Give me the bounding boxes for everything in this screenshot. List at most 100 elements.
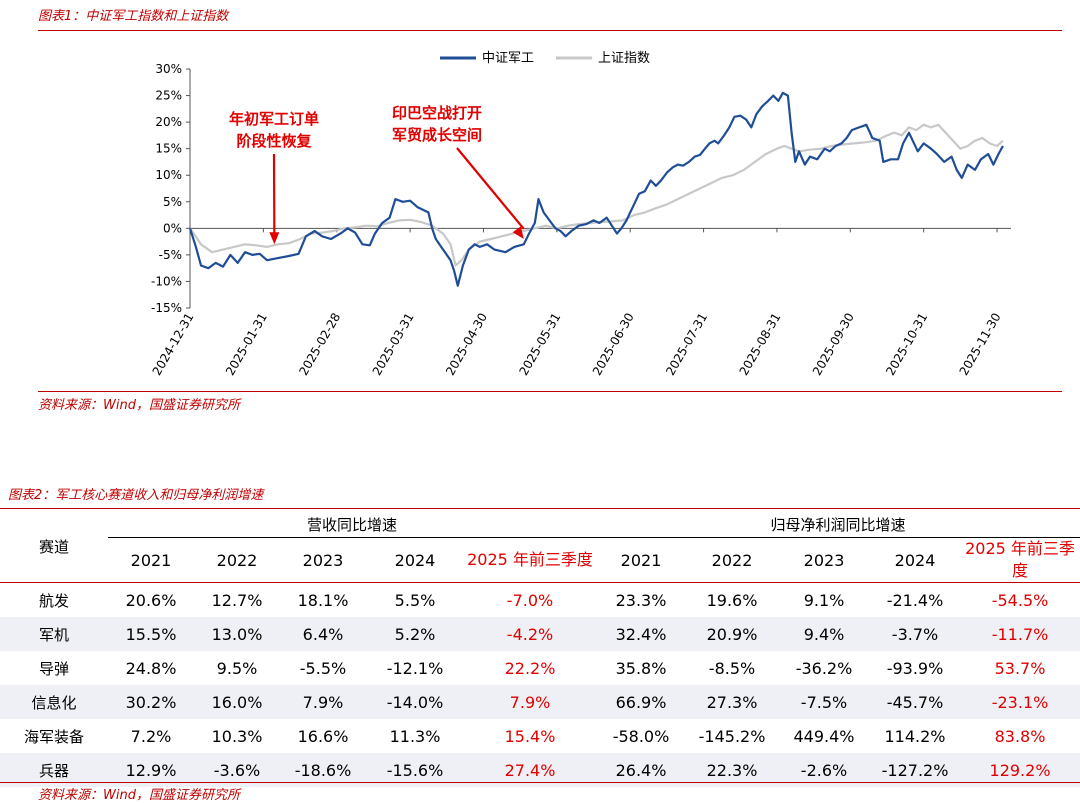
x-tick-label: 2025-08-31 (737, 311, 784, 378)
profit-cell: -8.5% (708, 658, 756, 678)
revenue-cell: -7.0% (506, 590, 554, 610)
group-header-revenue: 营收同比增速 (108, 511, 597, 538)
revenue-cell: 20.6% (125, 590, 177, 610)
table-row: 海军装备 7.2% 10.3% 16.6% 11.3% 15.4% -58.0% -145.2… (0, 719, 1080, 753)
track-name: 军机 (0, 617, 108, 651)
profit-cell: 9.1% (803, 590, 845, 610)
revenue-cell: 24.8% (125, 658, 177, 678)
table-row: 导弹 24.8% 9.5% -5.5% -12.1% 22.2% 35.8% -8.5% -36… (0, 651, 1080, 685)
revenue-cell: 27.4% (464, 753, 597, 787)
revenue-cell: 16.0% (194, 685, 280, 719)
annotation-arrow-shaft (456, 147, 525, 230)
profit-cell: 19.6% (706, 590, 758, 610)
figure1-source: 资料来源：Wind，国盛证券研究所 (38, 398, 240, 413)
year-header: 2021 (108, 537, 194, 583)
x-tick-label: 2025-01-31 (223, 311, 270, 378)
line-chart: -15% -10% -5% 0% 5% 10% 15% 20% 25% 30% 2024-12-3… (150, 51, 1011, 378)
revenue-cell: -18.6% (280, 753, 366, 787)
figure2-source: 资料来源：Wind，国盛证券研究所 (38, 788, 240, 803)
figure2-top-rule (0, 508, 1080, 509)
annotation-arrow-head (512, 226, 524, 239)
revenue-cell: -12.1% (386, 658, 444, 678)
y-tick-label: 5% (163, 195, 182, 209)
revenue-cell: 6.4% (280, 617, 366, 651)
table-row: 航发 20.6% 12.7% 18.1% 5.5% -7.0% 23.3% 19.6% 9.1%… (0, 583, 1080, 618)
x-tick-label: 2025-06-30 (590, 311, 637, 378)
profit-cell: 83.8% (994, 726, 1046, 746)
profit-cell: -21.4% (886, 590, 944, 610)
profit-cell: 129.2% (960, 753, 1080, 787)
revenue-cell: 16.6% (297, 726, 349, 746)
revenue-cell: -15.6% (366, 753, 464, 787)
annotation-text: 印巴空战打开 (392, 104, 482, 122)
year-header: 2023 (778, 537, 871, 583)
x-tick-label: 2025-11-30 (957, 310, 1004, 377)
table-header-years: 2021 2022 2023 2024 2025 年前三季度 2021 2022… (0, 537, 1080, 583)
revenue-cell: 30.2% (108, 685, 194, 719)
revenue-cell: 15.5% (108, 617, 194, 651)
y-tick-label: 25% (155, 89, 182, 103)
revenue-cell: 13.0% (194, 617, 280, 651)
profit-cell: -2.6% (778, 753, 871, 787)
profit-cell: -7.5% (778, 685, 871, 719)
annotation-text: 阶段性恢复 (236, 132, 312, 150)
revenue-cell: 18.1% (297, 590, 349, 610)
profit-cell: -127.2% (870, 753, 961, 787)
figure1-bottom-rule (38, 391, 1062, 392)
column-header-track: 赛道 (0, 511, 108, 583)
profit-cell: -58.0% (612, 726, 670, 746)
annotation-text: 军贸成长空间 (392, 126, 482, 144)
track-name: 兵器 (0, 753, 108, 787)
table-row: 兵器 12.9% -3.6% -18.6% -15.6% 27.4% 26.4% 22.3% -… (0, 753, 1080, 787)
profit-cell: 53.7% (994, 658, 1046, 678)
chart-axes (186, 68, 1011, 309)
revenue-cell: 15.4% (504, 726, 556, 746)
profit-cell: 26.4% (596, 753, 687, 787)
profit-cell: -145.2% (698, 726, 766, 746)
profit-cell: 66.9% (596, 685, 687, 719)
revenue-cell: 5.2% (366, 617, 464, 651)
track-name: 信息化 (0, 685, 108, 719)
table-header-groups: 赛道 营收同比增速 归母净利润同比增速 (0, 511, 1080, 583)
revenue-cell: 7.2% (130, 726, 172, 746)
profit-cell: -45.7% (870, 685, 961, 719)
profit-cell: -3.7% (870, 617, 961, 651)
profit-cell: 20.9% (686, 617, 779, 651)
revenue-cell: -4.2% (464, 617, 597, 651)
revenue-cell: 11.3% (389, 726, 441, 746)
profit-cell: -54.5% (991, 590, 1049, 610)
profit-cell: 35.8% (615, 658, 667, 678)
profit-cell: 32.4% (596, 617, 687, 651)
track-name: 导弹 (38, 659, 69, 678)
x-tick-label: 2025-10-31 (883, 311, 930, 378)
y-axis-labels: -15% -10% -5% 0% 5% 10% 15% 20% 25% 30% (151, 62, 182, 315)
x-tick-label: 2024-12-31 (150, 311, 197, 378)
x-tick-label: 2025-03-31 (370, 311, 417, 378)
year-header: 2022 (194, 537, 280, 583)
revenue-cell: 5.5% (394, 590, 436, 610)
year-header: 2021 (596, 537, 687, 583)
y-tick-label: 0% (163, 221, 182, 235)
figure2-title: 图表2：军工核心赛道收入和归母净利润增速 (8, 488, 264, 503)
figure1-top-rule (38, 30, 1062, 31)
profit-cell: 23.3% (615, 590, 667, 610)
revenue-cell: -3.6% (194, 753, 280, 787)
legend-label: 上证指数 (598, 51, 650, 66)
x-tick-label: 2025-07-31 (663, 311, 710, 378)
y-tick-label: -15% (151, 301, 182, 315)
group-header-profit: 归母净利润同比增速 (596, 511, 1080, 538)
series-lines (188, 91, 1004, 287)
year-header-2025q3: 2025 年前三季度 (960, 537, 1080, 583)
y-tick-label: 15% (155, 142, 182, 156)
year-header: 2023 (280, 537, 366, 583)
y-tick-label: -10% (151, 274, 182, 288)
table-row: 军机 15.5% 13.0% 6.4% 5.2% -4.2% 32.4% 20.9% 9.4% -… (0, 617, 1080, 651)
growth-table: 赛道 营收同比增速 归母净利润同比增速 2021 2022 2023 2024 … (0, 511, 1080, 787)
annotation-arrow-head (269, 232, 280, 245)
profit-cell: 27.3% (686, 685, 779, 719)
track-name: 海军装备 (23, 727, 84, 746)
y-tick-label: 10% (155, 168, 182, 182)
y-tick-label: 30% (155, 62, 182, 76)
series-line-jungong (188, 91, 1004, 287)
